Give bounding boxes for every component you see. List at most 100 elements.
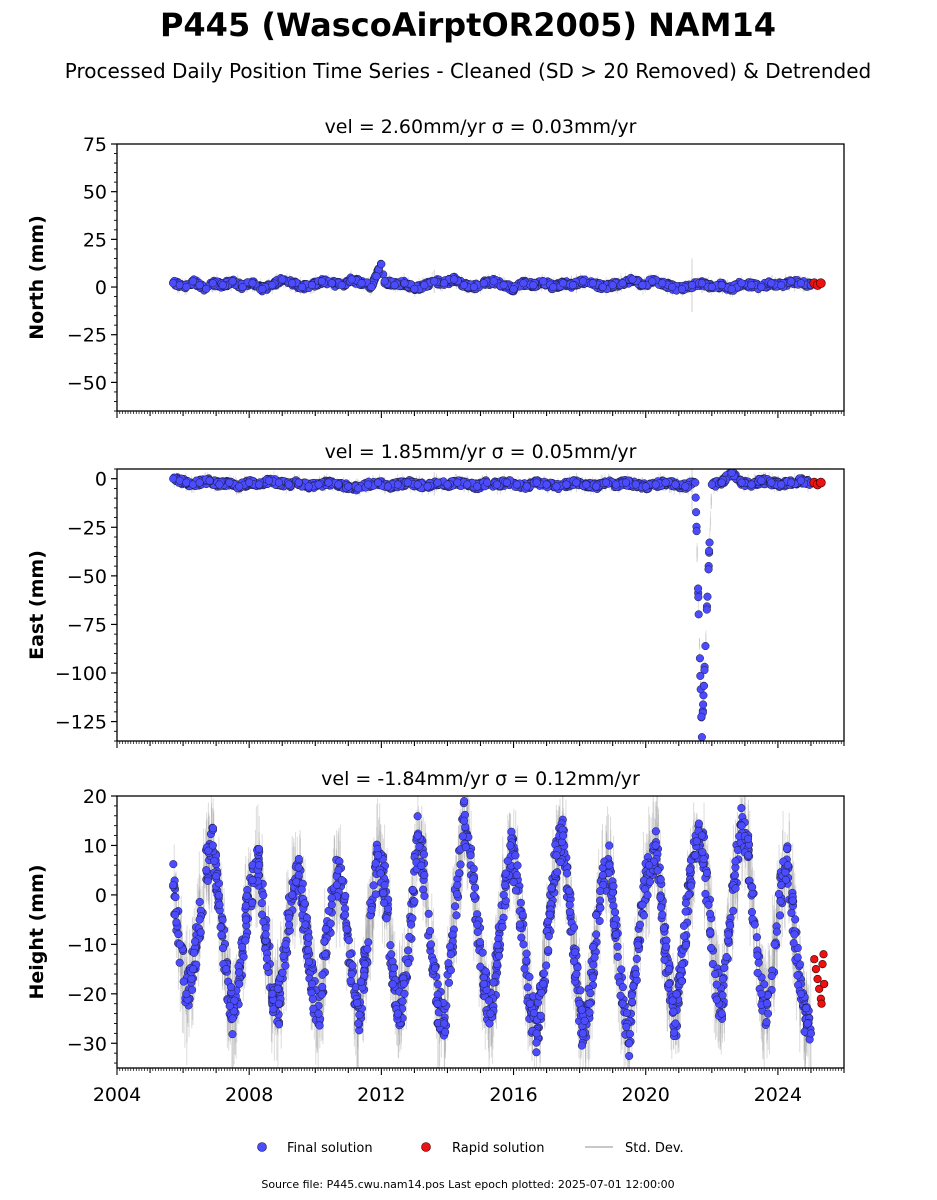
final-solution-point <box>628 275 637 284</box>
final-solution-point <box>707 480 716 489</box>
final-solution-point <box>592 482 601 491</box>
final-solution-point <box>658 279 667 288</box>
final-solution-point <box>228 277 237 286</box>
y-tick-label: 25 <box>83 229 107 251</box>
final-solution-point <box>453 478 462 487</box>
final-solution-point <box>238 282 247 292</box>
final-solution-point <box>608 281 617 290</box>
final-solution-point <box>479 279 488 288</box>
y-tick-label: 50 <box>83 182 107 204</box>
final-solution-point <box>681 482 690 491</box>
y-tick-label: −25 <box>67 325 107 347</box>
y-tick-label: 0 <box>95 469 107 491</box>
final-solution-point <box>512 480 521 489</box>
final-solution-point <box>317 277 326 286</box>
final-solution-point <box>707 282 716 292</box>
final-solution-point <box>796 279 806 288</box>
final-solution-point <box>572 478 581 487</box>
final-solution-point <box>727 469 736 477</box>
final-solution-point <box>757 282 766 292</box>
final-solution-point <box>284 480 293 489</box>
final-solution-point <box>641 482 650 491</box>
final-solution-point <box>552 482 561 491</box>
final-solution-point <box>694 610 703 619</box>
final-solution-point <box>705 538 714 547</box>
rapid-solution-point <box>816 477 826 488</box>
final-solution-point <box>692 508 701 517</box>
final-solution-point <box>258 284 267 293</box>
final-solution-point <box>697 712 706 721</box>
final-solution-point <box>377 260 386 269</box>
final-solution-point <box>532 478 541 487</box>
rapid-solution-point <box>816 278 826 289</box>
final-solution-point <box>324 478 333 487</box>
plot-area <box>169 469 826 741</box>
final-solution-series <box>169 469 816 741</box>
y-axis-label: Height (mm) <box>26 864 48 999</box>
final-solution-point <box>522 482 531 491</box>
final-solution-point <box>737 279 746 288</box>
final-solution-point <box>337 281 346 290</box>
final-solution-point <box>364 480 373 489</box>
final-solution-point <box>661 478 670 487</box>
height-panel: vel = -1.84mm/yr σ = 0.12mm/yr Height (mm… <box>26 768 845 1106</box>
final-solution-point <box>539 277 548 286</box>
final-solution-point <box>268 281 277 290</box>
final-solution-point <box>450 275 459 284</box>
final-solution-point <box>420 281 429 290</box>
std-dev-bars <box>173 796 812 1068</box>
final-solution-point <box>702 605 711 614</box>
final-solution-point <box>264 476 274 485</box>
final-solution-point <box>697 733 706 741</box>
final-solution-point <box>334 480 343 489</box>
final-solution-point <box>278 275 287 284</box>
final-solution-point <box>288 279 297 288</box>
plot-area <box>169 258 826 312</box>
final-solution-point <box>701 641 710 651</box>
final-solution-point <box>430 277 439 286</box>
final-solution-point <box>423 482 432 491</box>
final-solution-point <box>602 478 611 487</box>
final-solution-point <box>473 482 482 491</box>
final-solution-point <box>631 480 640 489</box>
final-solution-point <box>374 478 383 487</box>
std-dev-bars <box>173 469 811 702</box>
final-solution-point <box>314 480 323 489</box>
final-solution-point <box>717 281 726 290</box>
y-axis-label: East (mm) <box>26 550 48 660</box>
y-tick-label: −125 <box>55 712 107 734</box>
rapid-solution-series <box>809 477 826 490</box>
final-solution-point <box>705 546 714 555</box>
final-solution-point <box>691 493 700 502</box>
final-solution-point <box>747 281 756 290</box>
rapid-solution-series <box>809 278 826 290</box>
plot-area <box>169 796 829 1068</box>
final-solution-point <box>692 527 701 536</box>
final-solution-point <box>372 272 381 281</box>
final-solution-point <box>248 279 257 288</box>
final-solution-point <box>443 480 452 489</box>
final-solution-point <box>621 478 630 487</box>
final-solution-point <box>648 277 657 286</box>
final-solution-point <box>274 478 283 487</box>
final-solution-point <box>509 284 518 293</box>
final-solution-point <box>559 279 568 288</box>
final-solution-point <box>459 281 469 290</box>
final-solution-series <box>169 260 816 293</box>
final-solution-point <box>696 671 705 680</box>
final-solution-point <box>235 482 244 491</box>
final-solution-point <box>469 282 478 292</box>
final-solution-point <box>502 478 511 487</box>
final-solution-point <box>699 700 708 709</box>
final-solution-point <box>703 592 712 601</box>
final-solution-point <box>767 279 776 288</box>
final-solution-point <box>697 279 706 288</box>
final-solution-point <box>492 480 502 489</box>
final-solution-point <box>727 284 736 293</box>
final-solution-point <box>347 275 356 284</box>
final-solution-point <box>202 284 211 293</box>
figure-subtitle: Processed Daily Position Time Series - C… <box>65 59 871 83</box>
final-solution-point <box>182 282 191 292</box>
final-solution-point <box>777 281 786 290</box>
final-solution-point <box>403 478 412 487</box>
